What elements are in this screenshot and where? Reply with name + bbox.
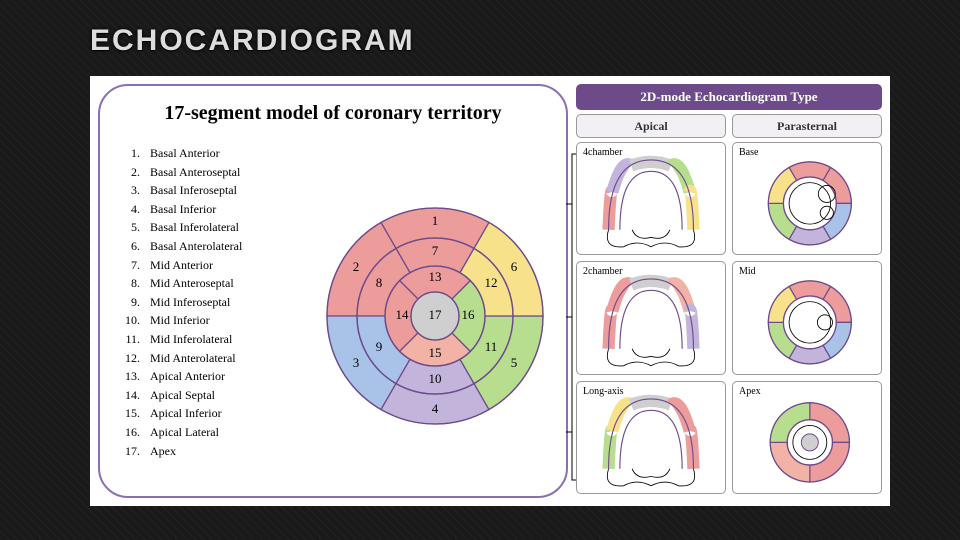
echo-view-cell: Mid [732, 261, 882, 374]
echo-view-cell: Base [732, 142, 882, 255]
segment-list-item: 17.Apex [118, 442, 242, 461]
svg-text:3: 3 [353, 355, 360, 370]
segment-list-item: 4.Basal Inferior [118, 200, 242, 219]
echo-view-cell: 4chamber [576, 142, 726, 255]
svg-text:9: 9 [376, 339, 383, 354]
content-card: 17-segment model of coronary territory 1… [90, 76, 890, 506]
segment-list-item: 1.Basal Anterior [118, 144, 242, 163]
segment-list-item: 13.Apical Anterior [118, 367, 242, 386]
svg-text:12: 12 [485, 275, 498, 290]
svg-text:7: 7 [432, 243, 439, 258]
svg-text:15: 15 [429, 345, 442, 360]
segment-list-item: 9.Mid Inferoseptal [118, 293, 242, 312]
segment-list-item: 7.Mid Anterior [118, 256, 242, 275]
svg-text:11: 11 [485, 339, 498, 354]
svg-text:17: 17 [429, 307, 443, 322]
right-panel: 2D-mode Echocardiogram Type Apical Paras… [576, 84, 882, 498]
slide-title: ECHOCARDIOGRAM [0, 0, 960, 58]
svg-text:10: 10 [429, 371, 442, 386]
segment-list-item: 10.Mid Inferior [118, 311, 242, 330]
col-head-parasternal: Parasternal [732, 114, 882, 138]
bullseye-chart: 1234567891011121314151617 [320, 196, 550, 436]
segment-list-item: 2.Basal Anteroseptal [118, 163, 242, 182]
svg-text:1: 1 [432, 213, 439, 228]
svg-text:8: 8 [376, 275, 383, 290]
segment-list-item: 11.Mid Inferolateral [118, 330, 242, 349]
echo-view-cell: 2chamber [576, 261, 726, 374]
left-panel-title: 17-segment model of coronary territory [100, 102, 566, 125]
echo-view-grid: 4chamberBase2chamberMidLong-axisApex [576, 142, 882, 494]
svg-text:13: 13 [429, 269, 442, 284]
segment-list: 1.Basal Anterior2.Basal Anteroseptal3.Ba… [118, 144, 242, 460]
segment-list-item: 3.Basal Inferoseptal [118, 181, 242, 200]
svg-text:5: 5 [511, 355, 518, 370]
right-header: 2D-mode Echocardiogram Type [576, 84, 882, 110]
segment-list-item: 5.Basal Inferolateral [118, 218, 242, 237]
segment-list-item: 8.Mid Anteroseptal [118, 274, 242, 293]
segment-list-item: 12.Mid Anterolateral [118, 349, 242, 368]
segment-list-item: 14.Apical Septal [118, 386, 242, 405]
svg-text:14: 14 [396, 307, 410, 322]
echo-view-cell: Long-axis [576, 381, 726, 494]
segment-list-item: 6.Basal Anterolateral [118, 237, 242, 256]
right-column-headers: Apical Parasternal [576, 114, 882, 138]
segment-list-item: 16.Apical Lateral [118, 423, 242, 442]
svg-text:4: 4 [432, 401, 439, 416]
segment-list-item: 15.Apical Inferior [118, 404, 242, 423]
left-panel: 17-segment model of coronary territory 1… [98, 84, 568, 498]
echo-view-cell: Apex [732, 381, 882, 494]
svg-text:2: 2 [353, 259, 360, 274]
svg-text:16: 16 [462, 307, 476, 322]
col-head-apical: Apical [576, 114, 726, 138]
svg-text:6: 6 [511, 259, 518, 274]
